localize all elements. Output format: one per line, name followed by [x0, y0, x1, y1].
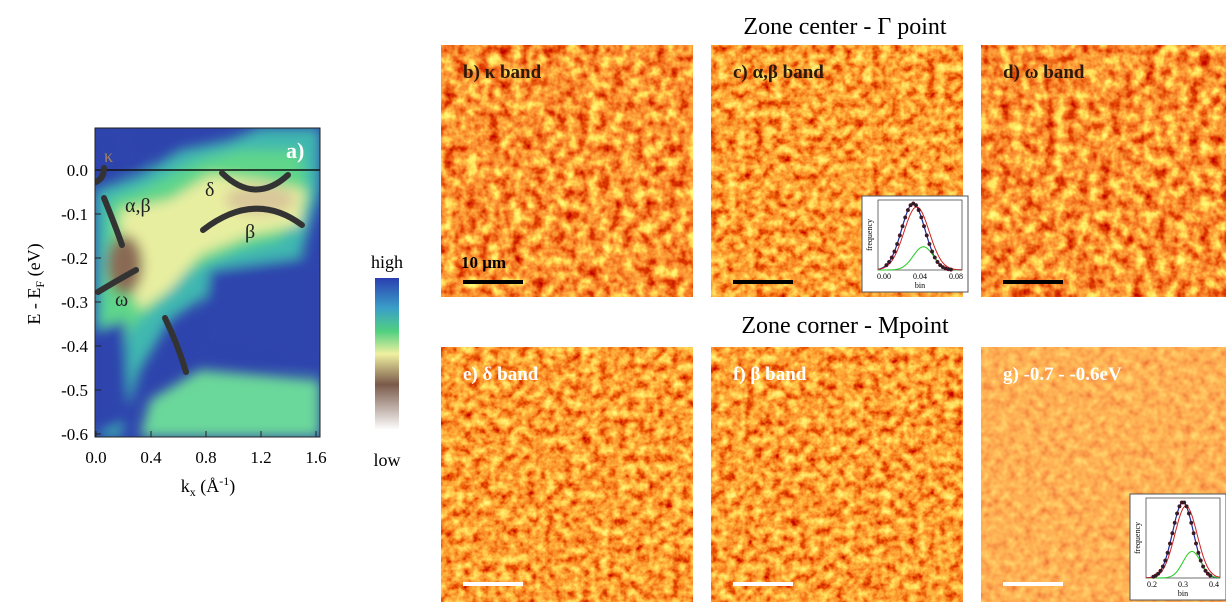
histogram-inset: 0.00 0.04 0.08 bin frequency — [862, 196, 968, 292]
histogram-point — [930, 250, 934, 254]
histogram-point — [1159, 569, 1163, 573]
histogram-point — [1187, 512, 1191, 516]
colorbar — [375, 278, 399, 430]
band-label: δ — [205, 179, 214, 201]
inset-tick-label: 0.3 — [1178, 580, 1188, 589]
x-tick-label: 0.0 — [85, 448, 106, 467]
panel-label: b) κ band — [463, 62, 542, 83]
label-unit: (eV) — [24, 243, 45, 280]
histogram-point — [917, 208, 921, 212]
histogram-point — [906, 208, 910, 212]
spatial-map — [711, 347, 963, 602]
band-label: β — [245, 221, 255, 243]
label-sup: -1 — [219, 474, 229, 488]
histogram-point — [901, 224, 905, 228]
panel-label: c) α,β band — [733, 62, 824, 83]
histogram-inset: 0.2 0.3 0.4 bin frequency — [1130, 494, 1226, 600]
histogram-point — [893, 250, 897, 254]
figure: a) κ α,β δ β ω 0.0 -0.1 -0.2 -0.3 -0.4 -0.5 -0… — [0, 0, 1226, 602]
inset-tick-label: 0.08 — [949, 272, 963, 281]
band-label: ω — [115, 289, 128, 311]
y-tick-label: -0.5 — [61, 381, 88, 400]
histogram-point — [887, 260, 891, 264]
label-main: k — [181, 476, 190, 496]
histogram-point — [1178, 505, 1182, 509]
histogram-point — [922, 224, 926, 228]
histogram-point — [1204, 569, 1208, 573]
histogram-point — [1168, 542, 1172, 546]
inset-tick-label: 0.00 — [877, 272, 891, 281]
inset-x-label: bin — [1178, 589, 1188, 598]
x-tick-label: 0.4 — [140, 448, 162, 467]
row-title: Zone center - Γ point — [743, 14, 946, 40]
histogram-point — [1197, 551, 1201, 555]
y-tick-label: 0.0 — [67, 161, 88, 180]
histogram-point — [933, 256, 937, 260]
histogram-point — [895, 242, 899, 246]
colorbar-label: high — [371, 252, 403, 272]
x-tick-label: 1.6 — [305, 448, 326, 467]
inset-tick-label: 0.2 — [1147, 580, 1157, 589]
histogram-point — [1208, 574, 1212, 578]
histogram-point — [1199, 559, 1203, 563]
histogram-point — [914, 203, 918, 207]
histogram-point — [1189, 521, 1193, 525]
panel-label: g) -0.7 - -0.6eV — [1003, 364, 1122, 385]
inset-x-label: bin — [915, 281, 925, 290]
histogram-point — [1163, 559, 1167, 563]
histogram-point — [1192, 531, 1196, 535]
histogram-point — [1156, 572, 1160, 576]
histogram-point — [885, 263, 889, 267]
inset-y-label: frequency — [865, 219, 874, 251]
histogram-point — [1201, 565, 1205, 569]
band-label: κ — [104, 146, 113, 166]
y-tick-label: -0.6 — [61, 425, 88, 444]
histogram-point — [1185, 505, 1189, 509]
histogram-point — [1161, 565, 1165, 569]
panel-label: f) β band — [733, 364, 807, 385]
panel-label: a) — [286, 138, 304, 163]
row-title: Zone corner - Mpoint — [741, 313, 949, 339]
histogram-point — [925, 234, 929, 238]
x-tick-label: 0.8 — [195, 448, 216, 467]
band-label: α,β — [125, 195, 151, 217]
histogram-point — [1194, 542, 1198, 546]
histogram-point — [1171, 531, 1175, 535]
histogram-point — [920, 216, 924, 220]
panel-label: e) δ band — [463, 364, 539, 385]
band-map — [95, 128, 320, 437]
histogram-point — [1175, 512, 1179, 516]
histogram-point — [1166, 551, 1170, 555]
y-axis-label: E - EF (eV) — [24, 243, 47, 324]
histogram-point — [1182, 501, 1186, 505]
label-close: ) — [229, 476, 235, 497]
histogram-point — [936, 260, 940, 264]
histogram-point — [890, 256, 894, 260]
spatial-map — [441, 347, 693, 602]
histogram-point — [928, 242, 932, 246]
label-main: E - E — [24, 288, 44, 325]
inset-y-label: frequency — [1133, 522, 1142, 554]
histogram-point — [903, 216, 907, 220]
y-tick-label: -0.2 — [61, 249, 88, 268]
colorbar-label: low — [374, 450, 401, 470]
histogram-point — [949, 268, 953, 272]
x-tick-label: 1.2 — [250, 448, 271, 467]
y-tick-label: -0.4 — [61, 337, 88, 356]
label-unit: (Å — [196, 476, 220, 497]
histogram-point — [898, 234, 902, 238]
panel-label: d) ω band — [1003, 62, 1085, 83]
x-axis-label: kx (Å-1) — [181, 474, 236, 499]
inset-tick-label: 0.4 — [1209, 580, 1219, 589]
scale-bar-label: 10 μm — [461, 253, 506, 272]
y-tick-label: -0.3 — [61, 293, 88, 312]
inset-tick-label: 0.04 — [913, 272, 927, 281]
y-tick-label: -0.1 — [61, 205, 88, 224]
histogram-point — [1173, 521, 1177, 525]
